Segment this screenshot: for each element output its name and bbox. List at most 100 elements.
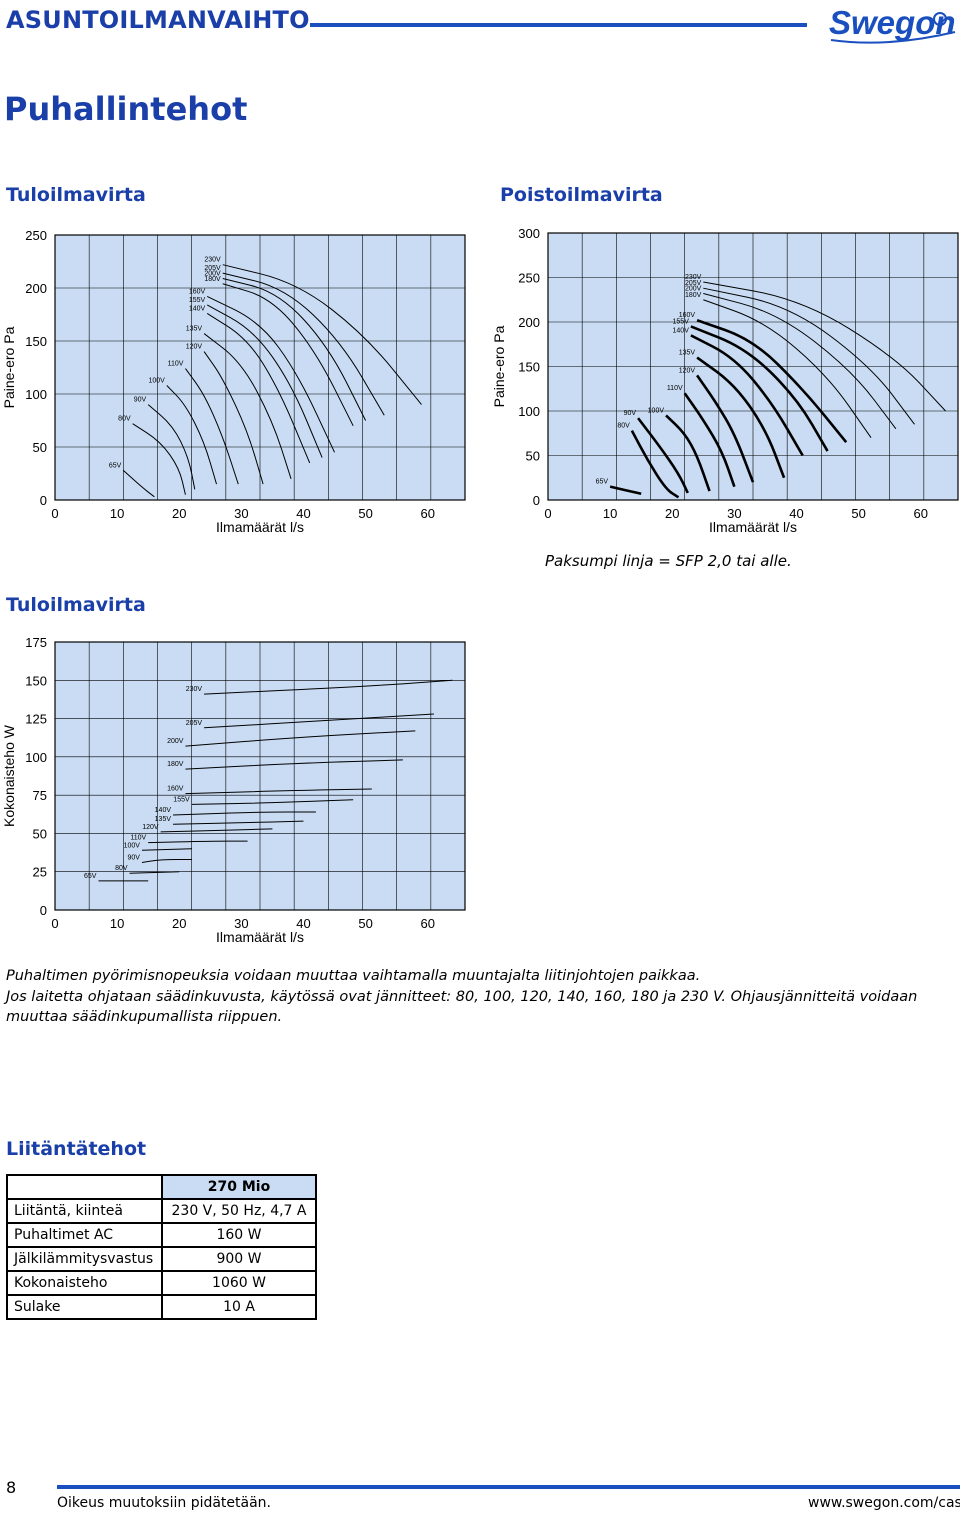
series-line-180V xyxy=(222,283,354,427)
row-value: 10 A xyxy=(161,1294,317,1320)
table-row: Liitäntä, kiinteä 230 V, 50 Hz, 4,7 A xyxy=(6,1198,317,1224)
y-axis-label: Paine-ero Pa xyxy=(1,326,17,408)
series-line-180V xyxy=(703,299,872,438)
series-label-205V: 205V xyxy=(186,720,203,727)
table-row: Sulake 10 A xyxy=(6,1294,317,1320)
caption-line-2: Jos laitetta ohjataan säädinkuvusta, käy… xyxy=(6,988,918,1026)
series-label-230V: 230V xyxy=(186,686,203,693)
series-line-110V xyxy=(185,368,239,485)
series-line-140V xyxy=(690,334,804,457)
x-tick-label: 40 xyxy=(296,506,310,521)
grid xyxy=(55,642,465,910)
series-label-200V: 200V xyxy=(685,286,702,293)
x-tick-label: 30 xyxy=(234,916,248,931)
series-label-230V: 230V xyxy=(685,274,702,281)
x-tick-label: 60 xyxy=(420,916,434,931)
x-tick-label: 50 xyxy=(358,506,372,521)
series-line-230V xyxy=(703,281,946,412)
series-line-110V xyxy=(148,840,248,844)
table-column-header: 270 Mio xyxy=(161,1174,317,1200)
x-tick-label: 60 xyxy=(913,506,927,521)
y-tick-label: 250 xyxy=(25,228,47,243)
table-corner xyxy=(6,1174,163,1200)
x-tick-label: 50 xyxy=(851,506,865,521)
series-line-65V xyxy=(122,469,155,498)
series-line-120V xyxy=(696,374,755,483)
x-tick-label: 30 xyxy=(727,506,741,521)
series-line-205V xyxy=(204,713,434,729)
y-tick-label: 100 xyxy=(25,387,47,402)
header-rule xyxy=(310,23,807,27)
y-tick-label: 0 xyxy=(40,903,47,918)
y-axis-label: Paine-ero Pa xyxy=(491,325,507,407)
supply-pressure-chart: 250 200 150 100 50 00 10 20 30 40 50 60 Ilmamäärät l… xyxy=(1,228,466,535)
series-label-65V: 65V xyxy=(596,479,609,486)
x-tick-label: 0 xyxy=(51,506,58,521)
y-axis-label: Kokonaisteho W xyxy=(1,724,17,827)
series-label-90V: 90V xyxy=(128,855,141,862)
x-tick-label: 40 xyxy=(296,916,310,931)
series-line-160V xyxy=(185,788,372,795)
series-label-100V: 100V xyxy=(124,842,141,849)
series-line-90V xyxy=(141,858,192,864)
row-value: 160 W xyxy=(161,1222,317,1248)
exhaust-pressure-heading: Poistoilmavirta xyxy=(500,184,663,206)
y-tick-label: 150 xyxy=(25,334,47,349)
footer-url: www.swegon.com/casa xyxy=(808,1495,960,1511)
exhaust-pressure-chart: 300 250 200 150 100 50 00 10 20 30 40 50 60 Ilmamäärä… xyxy=(491,226,959,535)
caption-line-1: Puhaltimen pyörimisnopeuksia voidaan muu… xyxy=(6,968,701,984)
series-label-200V: 200V xyxy=(204,270,221,277)
caption: Puhaltimen pyörimisnopeuksia voidaan muu… xyxy=(6,966,954,1028)
x-axis-label: Ilmamäärät l/s xyxy=(216,519,304,535)
series-label-140V: 140V xyxy=(155,807,172,814)
series-label-110V: 110V xyxy=(168,361,184,368)
series-label-155V: 155V xyxy=(673,318,690,325)
y-tick-label: 200 xyxy=(518,315,540,330)
series-line-120V xyxy=(160,828,273,833)
series-line-200V xyxy=(185,730,416,747)
table-row: Jälkilämmitysvastus 900 W xyxy=(6,1246,317,1272)
y-tick-label: 125 xyxy=(25,712,47,727)
series-line-90V xyxy=(637,417,689,494)
series-label-205V: 205V xyxy=(204,265,221,272)
y-tick-label: 50 xyxy=(526,449,540,464)
series-label-180V: 180V xyxy=(685,292,702,299)
series-line-230V xyxy=(204,679,453,695)
series-label-90V: 90V xyxy=(134,397,147,404)
document-title: ASUNTOILMANVAIHTO xyxy=(6,6,310,34)
row-value: 1060 W xyxy=(161,1270,317,1296)
x-tick-label: 20 xyxy=(172,916,186,931)
row-label: Sulake xyxy=(6,1294,163,1320)
x-tick-label: 10 xyxy=(110,916,124,931)
series-line-80V xyxy=(129,871,180,874)
series-line-100V xyxy=(166,385,217,485)
x-tick-label: 60 xyxy=(420,506,434,521)
footer-rule xyxy=(57,1485,960,1489)
series-label-100V: 100V xyxy=(648,407,665,414)
row-label: Kokonaisteho xyxy=(6,1270,163,1296)
series-line-135V xyxy=(203,333,292,479)
series-line-65V xyxy=(609,485,642,496)
series-label-80V: 80V xyxy=(115,865,128,872)
series-line-110V xyxy=(683,392,736,488)
series-line-205V xyxy=(703,287,915,425)
row-label: Liitäntä, kiinteä xyxy=(6,1198,163,1224)
series-label-155V: 155V xyxy=(189,297,206,304)
row-label: Jälkilämmitysvastus xyxy=(6,1246,163,1272)
page-title: Puhallintehot xyxy=(4,90,248,128)
y-tick-label: 75 xyxy=(33,788,47,803)
series-line-135V xyxy=(696,356,786,479)
y-tick-label: 175 xyxy=(25,635,47,650)
row-value: 900 W xyxy=(161,1246,317,1272)
y-tick-label: 150 xyxy=(25,673,47,688)
series-label-135V: 135V xyxy=(186,326,203,333)
x-tick-label: 0 xyxy=(544,506,551,521)
series-label-180V: 180V xyxy=(204,276,221,283)
x-axis-label: Ilmamäärät l/s xyxy=(216,929,304,945)
series-line-200V xyxy=(222,277,367,421)
y-tick-label: 0 xyxy=(533,493,540,508)
series-label-160V: 160V xyxy=(679,312,696,319)
series-line-80V xyxy=(630,429,680,499)
series-line-135V xyxy=(173,820,304,825)
series-line-160V xyxy=(206,296,335,453)
